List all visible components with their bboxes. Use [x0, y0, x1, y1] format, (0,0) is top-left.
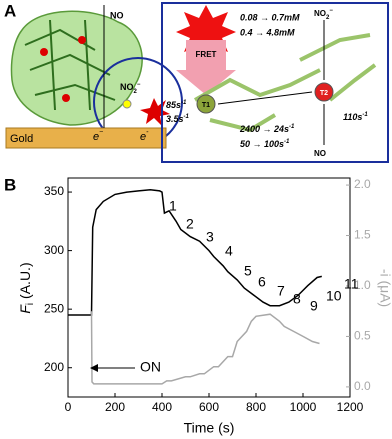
fret-arrow [186, 40, 226, 70]
label-part: 2 [326, 15, 330, 21]
label: 0.4 → 4.8mM [240, 27, 295, 37]
label-part: 2400 → 24s [239, 124, 289, 134]
t2-node [314, 82, 334, 102]
annotation: ON [140, 359, 161, 375]
label-part: e [140, 131, 146, 143]
x-axis-label: Time (s) [184, 420, 235, 436]
copper [62, 94, 70, 102]
label-part: 2 [134, 89, 138, 95]
annotation: 2 [186, 216, 194, 232]
label: 0.08 → 0.7mM [240, 12, 300, 22]
data-line [90, 311, 320, 385]
annotation: 8 [293, 291, 301, 307]
x-tick-label: 1000 [290, 400, 317, 414]
label: e− [93, 129, 103, 143]
label-part: - [146, 129, 149, 136]
label-part: NO [120, 82, 134, 92]
annotation: 1 [169, 198, 177, 214]
label-part: -1 [362, 112, 368, 118]
label-part: -1 [181, 100, 187, 106]
t1-site [122, 99, 132, 109]
copper [40, 48, 48, 56]
y2-tick-label: 2.0 [354, 177, 371, 191]
x-tick-label: 200 [105, 400, 125, 414]
on-arrow-head [90, 364, 98, 372]
y-tick-label: 350 [44, 184, 64, 198]
label: e- [140, 129, 149, 143]
x-tick-label: 600 [199, 400, 219, 414]
x-tick-label: 1200 [337, 400, 364, 414]
label: T2 [320, 90, 328, 97]
zoom-box [161, 2, 389, 163]
y-tick-label: 250 [44, 301, 64, 315]
label: NO2− [314, 8, 333, 21]
label-part: i [25, 303, 36, 305]
annotation: 11 [344, 276, 359, 292]
y-axis-label: Fi (A.U.) [17, 262, 36, 313]
label: 85s-1 [166, 100, 187, 111]
fret-arrow-head [176, 70, 236, 95]
label: T1 [202, 102, 210, 109]
x-tick-label: 800 [246, 400, 266, 414]
annotation: 6 [258, 274, 266, 290]
label-part: − [99, 129, 103, 136]
label: NO2− [120, 82, 141, 95]
gold-surface [5, 127, 167, 149]
label-part: e [93, 131, 99, 143]
annotation: 7 [277, 283, 285, 299]
label: Gold [10, 133, 33, 145]
t1-node [196, 94, 216, 114]
label-part: − [329, 8, 333, 14]
label: 110s-1 [343, 112, 368, 123]
label-part: 50 → 100s [240, 139, 284, 149]
annotation: 3 [206, 229, 214, 245]
y2-tick-label: 0.0 [354, 379, 371, 393]
data-line [68, 188, 322, 316]
panel-a: A NO NO2− Gold e− e- FRET 0.08 → 0.7mM 0… [4, 1, 389, 163]
annotation: 10 [326, 288, 342, 304]
label: FRET [196, 50, 217, 59]
label-part: -1 [289, 124, 295, 130]
label-part: 3.5s [166, 114, 184, 124]
label: 3.5s-1 [166, 114, 190, 125]
label-part: -1 [284, 139, 290, 145]
label-part: 85s [166, 100, 181, 110]
protein [10, 10, 143, 126]
copper [78, 36, 86, 44]
annotation: 5 [244, 263, 252, 279]
annotation: 4 [225, 243, 233, 259]
plot-frame [67, 177, 351, 398]
protein-strands [24, 19, 116, 111]
y2-tick-label: 1.5 [354, 228, 371, 242]
label: NO [110, 10, 124, 20]
label-part: 110s [343, 112, 362, 122]
y-tick-label: 200 [44, 360, 64, 374]
y-tick-label: 300 [44, 243, 64, 257]
label: NO [314, 149, 326, 158]
label-part: NO [314, 9, 326, 18]
x-tick-label: 0 [65, 400, 72, 414]
y2-axis-label: -i (μA) [377, 269, 392, 307]
y2-tick-label: 1.0 [354, 278, 371, 292]
label-part: -1 [184, 114, 190, 120]
panel-label: B [4, 175, 16, 194]
y2-tick-label: 0.5 [354, 329, 371, 343]
ligands [194, 33, 377, 133]
label-part: (A.U.) [17, 262, 33, 302]
panel-label: A [4, 1, 16, 20]
label: 50 → 100s-1 [240, 139, 290, 150]
label-part: F [17, 304, 33, 314]
electron-path [217, 91, 313, 105]
x-tick-label: 400 [152, 400, 172, 414]
label-part: − [137, 82, 141, 88]
annotation: 9 [310, 298, 318, 314]
label: 2400 → 24s-1 [239, 124, 295, 135]
